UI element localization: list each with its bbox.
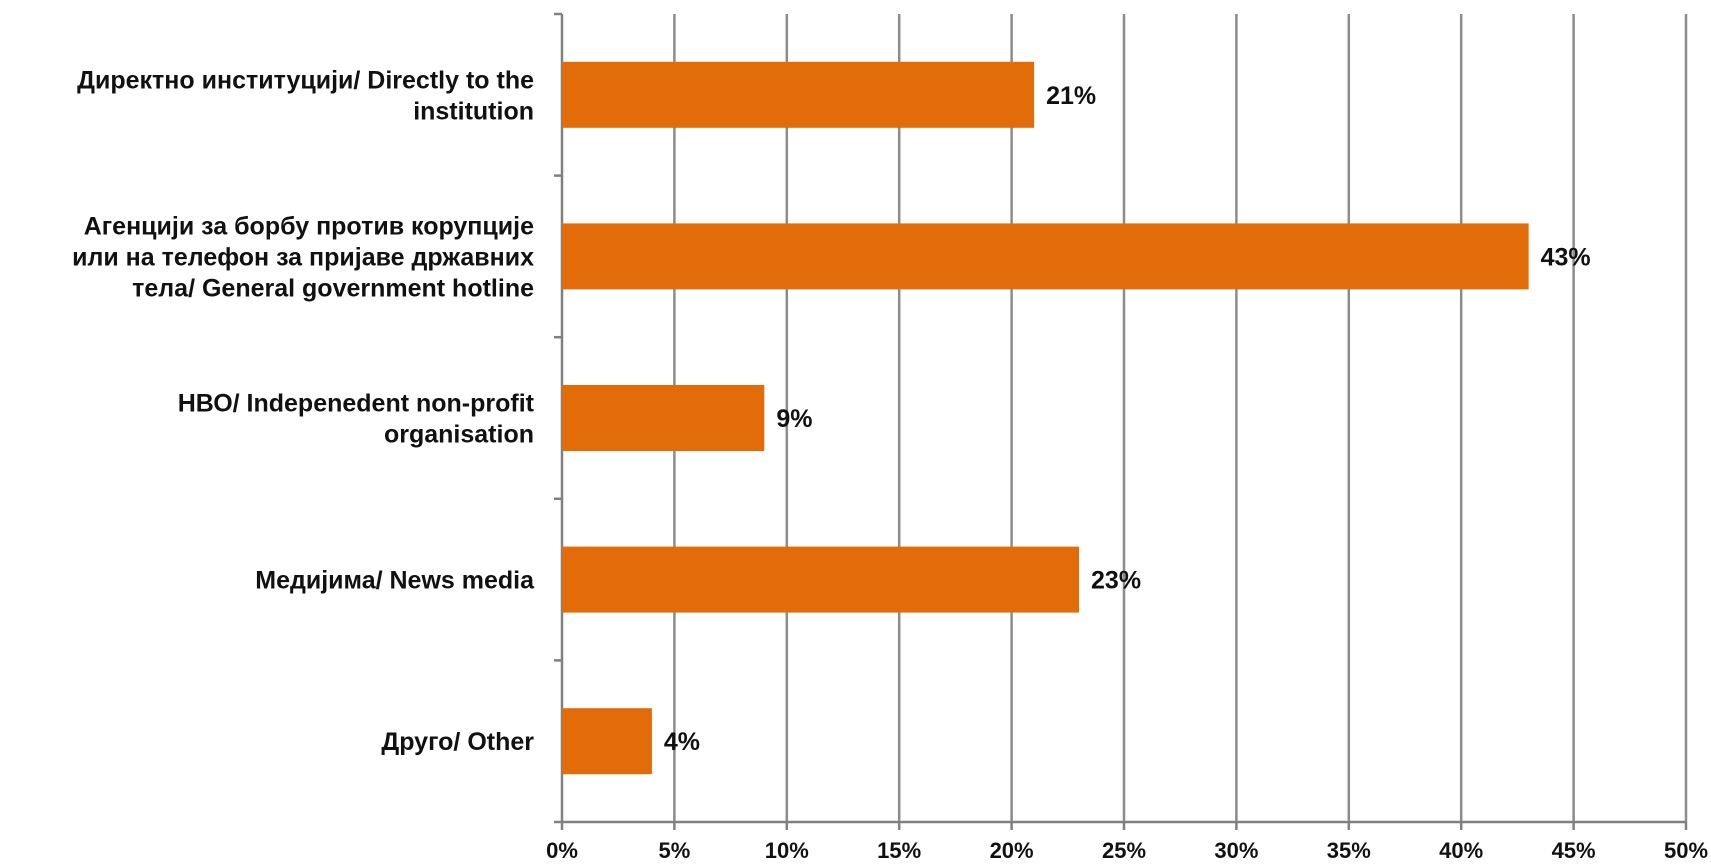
bars [562, 61, 1529, 775]
category-label-line: Агенцији за борбу против корупције [84, 212, 534, 240]
category-label: Директно институцији/ Directly to the ins… [77, 66, 534, 125]
category-label: Друго/ Other [381, 728, 534, 756]
category-label-line: organisation [384, 421, 534, 449]
x-tick-label: 5% [659, 838, 691, 863]
category-label: НВО/ Indepenedent non-profit organisation [178, 390, 535, 449]
x-tick-label: 15% [877, 838, 921, 863]
x-tick-label: 50% [1664, 838, 1708, 863]
category-label-line: Друго/ Other [381, 728, 534, 756]
x-tick-label: 35% [1327, 838, 1371, 863]
bar [562, 223, 1529, 290]
bar [562, 708, 652, 775]
category-label: Агенцији за борбу против корупције или на… [72, 212, 534, 302]
x-tick-label: 0% [546, 838, 578, 863]
x-tick-label: 20% [990, 838, 1034, 863]
x-tick-label: 30% [1214, 838, 1258, 863]
bar [562, 546, 1080, 613]
x-tick-label: 10% [765, 838, 809, 863]
category-label-line: тела/ General government hotline [132, 274, 534, 302]
data-label: 21% [1046, 82, 1096, 110]
category-label-line: НВО/ Indepenedent non-profit [178, 390, 535, 418]
x-tick-label: 40% [1439, 838, 1483, 863]
category-label-line: или на телефон за пријаве државних [72, 243, 534, 271]
data-label: 4% [664, 728, 700, 756]
category-label: Медијима/ News media [255, 567, 535, 595]
gridlines [673, 14, 1688, 822]
data-label: 9% [776, 405, 812, 433]
x-tick-label: 45% [1552, 838, 1596, 863]
bar [562, 385, 765, 451]
category-label-line: Медијима/ News media [255, 567, 535, 595]
bar [562, 61, 1035, 128]
data-label: 43% [1541, 243, 1591, 271]
category-label-line: institution [413, 97, 534, 125]
labels: 0% 5% 10% 15% 20% 25% 30% 35% 40% 45% 50% 21% Директ… [72, 66, 1708, 863]
x-tick-label: 25% [1102, 838, 1146, 863]
category-label-line: Директно институцији/ Directly to the [77, 66, 534, 94]
data-label: 23% [1091, 567, 1141, 595]
